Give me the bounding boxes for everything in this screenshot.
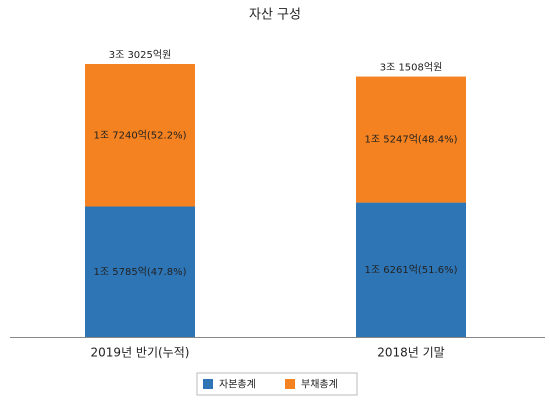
segment-label: 1조 6261억(51.6%) (365, 264, 458, 276)
x-tick-label: 2019년 반기(누적) (91, 346, 190, 360)
legend-label: 자본총계 (219, 379, 256, 391)
legend-swatch (203, 379, 213, 389)
legend-box (196, 372, 358, 396)
total-label: 3조 1508억원 (380, 62, 443, 74)
total-label: 3조 3025억원 (109, 49, 172, 61)
segment-label: 1조 5785억(47.8%) (94, 266, 187, 278)
chart-title: 자산 구성 (249, 8, 301, 23)
bar-segment (356, 76, 466, 203)
bar-segment (356, 202, 466, 337)
segment-label: 1조 7240억(52.2%) (94, 129, 187, 141)
legend-label: 부채총계 (301, 379, 338, 391)
bar-segment (85, 64, 195, 207)
bar-segment (85, 206, 195, 337)
segment-label: 1조 5247억(48.4%) (365, 134, 458, 146)
x-tick-label: 2018년 기말 (377, 346, 444, 360)
legend-swatch (285, 379, 295, 389)
